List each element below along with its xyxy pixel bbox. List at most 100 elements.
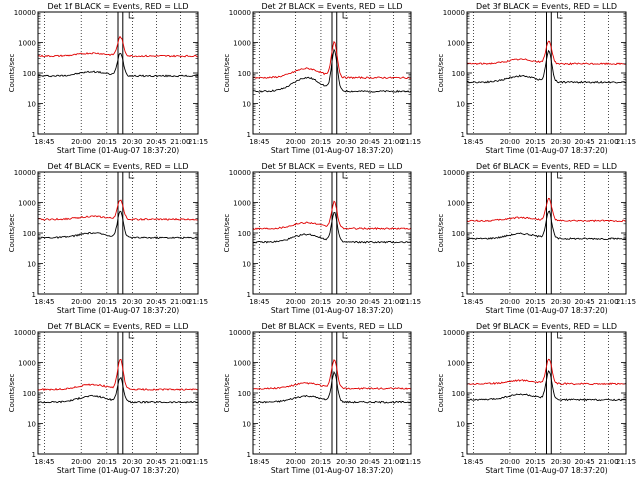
- x-tick-label: 20:45: [146, 138, 166, 146]
- series-events-line: [252, 212, 412, 244]
- x-axis-label: Start Time (01-Aug-07 18:37:20): [57, 466, 179, 475]
- panel-title: Det 4f BLACK = Events, RED = LLD: [47, 162, 188, 171]
- y-tick-label: 1000: [447, 200, 465, 208]
- y-tick-label: 100: [452, 230, 465, 238]
- y-tick-label: 10: [456, 421, 465, 429]
- x-axis-label: Start Time (01-Aug-07 18:37:20): [485, 146, 607, 155]
- segment-marker: [342, 172, 349, 179]
- x-tick-label: 20:00: [500, 298, 520, 306]
- x-tick-label: 18:45: [34, 458, 54, 466]
- x-tick-label: 18:45: [249, 138, 269, 146]
- x-tick-label: 20:30: [122, 298, 142, 306]
- x-tick-label: 21:15: [188, 458, 208, 466]
- x-tick-label: 20:00: [286, 298, 306, 306]
- x-tick-label: 20:30: [551, 458, 571, 466]
- x-axis-label: Start Time (01-Aug-07 18:37:20): [271, 306, 393, 315]
- x-tick-label: 21:00: [598, 458, 618, 466]
- series-events-line: [466, 210, 627, 241]
- panel-det-7f: Det 7f BLACK = Events, RED = LLD 1 10 100 10…: [8, 322, 208, 475]
- y-tick-label: 1000: [18, 40, 36, 48]
- x-tick-label: 21:00: [384, 458, 404, 466]
- panel-title: Det 9f BLACK = Events, RED = LLD: [476, 322, 617, 331]
- panel-det-1f: Det 1f BLACK = Events, RED = LLD 1 10 100 10…: [8, 2, 208, 155]
- x-tick-label: 20:00: [71, 138, 91, 146]
- y-tick-label: 1: [247, 291, 251, 299]
- y-tick-label: 10000: [443, 169, 465, 177]
- x-tick-label: 20:15: [525, 138, 545, 146]
- series-events-line: [466, 370, 627, 402]
- series-lld-line: [37, 199, 199, 221]
- series-lld-line: [466, 197, 627, 223]
- y-tick-label: 1000: [447, 360, 465, 368]
- panel-det-8f: Det 8f BLACK = Events, RED = LLD 1 10 100 10…: [223, 322, 421, 475]
- y-tick-label: 1000: [18, 360, 36, 368]
- x-tick-label: 20:00: [71, 298, 91, 306]
- x-tick-label: 21:00: [170, 298, 190, 306]
- x-tick-label: 20:45: [575, 458, 595, 466]
- y-tick-label: 10000: [229, 329, 251, 337]
- x-tick-label: 20:15: [525, 458, 545, 466]
- x-tick-label: 20:00: [71, 458, 91, 466]
- y-tick-label: 1000: [233, 360, 251, 368]
- y-tick-label: 1: [461, 131, 465, 139]
- panel-det-6f: Det 6f BLACK = Events, RED = LLD 1 10 100 10…: [437, 162, 636, 315]
- y-axis-label: Counts/sec: [8, 214, 16, 253]
- x-tick-label: 20:30: [551, 298, 571, 306]
- y-tick-label: 100: [23, 230, 36, 238]
- x-tick-label: 20:15: [525, 298, 545, 306]
- x-tick-label: 18:45: [34, 138, 54, 146]
- series-events-line: [38, 376, 199, 404]
- x-tick-label: 21:15: [616, 458, 636, 466]
- x-tick-label: 20:45: [360, 298, 380, 306]
- x-tick-label: 18:45: [34, 298, 54, 306]
- x-tick-label: 18:45: [463, 138, 483, 146]
- x-tick-label: 20:15: [97, 298, 117, 306]
- series-events-line: [252, 370, 412, 404]
- y-tick-label: 1000: [18, 200, 36, 208]
- segment-marker: [557, 172, 563, 179]
- series-lld-line: [252, 200, 412, 231]
- series-events-line: [37, 52, 199, 78]
- x-tick-label: 20:00: [286, 458, 306, 466]
- x-tick-label: 21:15: [401, 458, 421, 466]
- x-tick-label: 21:00: [598, 298, 618, 306]
- panel-det-9f: Det 9f BLACK = Events, RED = LLD 1 10 100 10…: [437, 322, 636, 475]
- x-tick-label: 18:45: [249, 458, 269, 466]
- y-tick-label: 10: [242, 421, 251, 429]
- y-axis-label: Counts/sec: [8, 54, 16, 93]
- x-tick-label: 21:15: [401, 138, 421, 146]
- x-tick-label: 20:15: [311, 138, 331, 146]
- x-tick-label: 21:00: [598, 138, 618, 146]
- y-axis-label: Counts/sec: [8, 374, 16, 413]
- y-tick-label: 10: [456, 101, 465, 109]
- x-tick-label: 21:15: [188, 298, 208, 306]
- y-tick-label: 1: [32, 291, 36, 299]
- x-tick-label: 20:00: [286, 138, 306, 146]
- x-tick-label: 21:00: [384, 138, 404, 146]
- x-tick-label: 21:15: [188, 138, 208, 146]
- y-tick-label: 1: [461, 451, 465, 459]
- y-tick-label: 1: [461, 291, 465, 299]
- series-lld-line: [466, 358, 627, 386]
- x-tick-label: 18:45: [463, 458, 483, 466]
- y-tick-label: 10000: [14, 9, 36, 17]
- segment-marker: [557, 332, 563, 339]
- y-axis-label: Counts/sec: [437, 54, 445, 93]
- y-tick-label: 1: [247, 451, 251, 459]
- y-tick-label: 10000: [14, 169, 36, 177]
- x-tick-label: 21:15: [616, 298, 636, 306]
- y-tick-label: 100: [23, 70, 36, 78]
- x-tick-label: 20:15: [311, 458, 331, 466]
- series-events-line: [252, 48, 412, 93]
- series-lld-line: [252, 359, 412, 390]
- y-tick-label: 1: [247, 131, 251, 139]
- x-axis-label: Start Time (01-Aug-07 18:37:20): [57, 306, 179, 315]
- y-tick-label: 10000: [229, 9, 251, 17]
- x-axis-label: Start Time (01-Aug-07 18:37:20): [57, 146, 179, 155]
- y-axis-label: Counts/sec: [437, 214, 445, 253]
- x-tick-label: 20:45: [146, 298, 166, 306]
- panel-title: Det 2f BLACK = Events, RED = LLD: [261, 2, 402, 11]
- x-axis-label: Start Time (01-Aug-07 18:37:20): [271, 466, 393, 475]
- y-tick-label: 10000: [443, 9, 465, 17]
